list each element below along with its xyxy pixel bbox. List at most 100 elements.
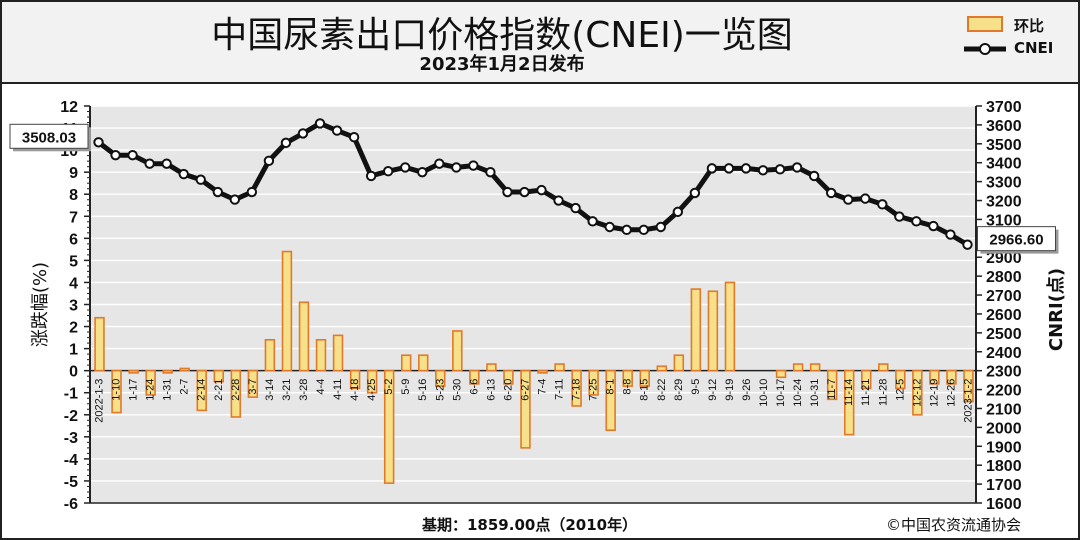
category-label: 8-29: [673, 379, 685, 401]
bar-mark: [298, 301, 310, 372]
bar-mark: [673, 354, 685, 372]
category-label: 10-31: [809, 379, 821, 407]
bar-mark: [196, 369, 207, 412]
right-tick-label: 2500: [986, 326, 1022, 343]
category-label: 9-26: [741, 379, 753, 401]
footer-base-period: 基期：1859.00点（2010年）: [422, 516, 638, 534]
cnei-point: [195, 174, 206, 185]
cnei-point: [161, 158, 172, 169]
cnei-point: [655, 221, 666, 233]
category-label: 8-15: [639, 379, 651, 401]
cnei-point: [93, 137, 104, 148]
bar-mark: [366, 369, 378, 394]
category-label: 6-20: [502, 379, 514, 401]
right-tick-label: 3500: [986, 137, 1022, 154]
category-label: 8-1: [605, 379, 617, 395]
bar-mark: [639, 369, 650, 387]
left-tick-label: -6: [64, 496, 78, 513]
left-tick-label: 4: [69, 275, 78, 292]
category-label: 2023-1-2: [962, 379, 974, 423]
left-axis-title: 涨跌幅(%): [30, 262, 51, 347]
bar-mark: [332, 334, 344, 372]
annotation-box: [9, 123, 89, 149]
legend-bar-swatch: [967, 16, 1003, 32]
bar-mark: [809, 363, 821, 372]
left-tick-label: -2: [64, 408, 78, 425]
bar-mark: [605, 369, 616, 432]
chart-subtitle: 2023年1月2日发布: [419, 54, 585, 75]
category-label: 11-28: [877, 379, 889, 406]
bar-mark: [843, 369, 855, 436]
bar-mark: [315, 338, 327, 372]
category-label: 1-31: [162, 379, 174, 401]
cnei-point: [860, 193, 871, 204]
cnei-point: [331, 125, 343, 136]
category-label: 1-10: [111, 379, 123, 401]
bar-mark: [179, 367, 190, 372]
bar-mark: [929, 369, 940, 385]
cnei-point: [740, 163, 752, 174]
left-tick-label: -1: [64, 386, 78, 403]
cnei-point: [638, 224, 649, 236]
bar-mark: [213, 369, 225, 383]
cnei-point: [382, 166, 394, 177]
annotation-label: 2966.60: [989, 232, 1043, 249]
cnei-point: [706, 163, 718, 174]
cnei-point: [723, 163, 735, 174]
annotation-box: [976, 226, 1056, 252]
bar-mark: [690, 288, 702, 372]
cnei-point: [400, 162, 411, 173]
cnei-point: [587, 216, 598, 227]
bar-mark: [861, 369, 872, 390]
category-label: 3-14: [264, 379, 276, 401]
bar-mark: [588, 369, 599, 396]
bar-mark: [571, 369, 582, 407]
category-label: 12-12: [911, 379, 923, 407]
legend-line-swatch: [964, 43, 1006, 55]
category-label: 2-28: [230, 379, 242, 401]
right-tick-label: 1900: [986, 439, 1022, 456]
right-tick-label: 3300: [986, 175, 1022, 192]
cnei-point: [246, 186, 258, 198]
left-tick-label: 9: [69, 165, 78, 182]
cnei-point: [485, 166, 496, 178]
legend-line-label: CNEI: [1014, 39, 1054, 57]
chart-header: 中国尿素出口价格指数(CNEI)一览图 2023年1月2日发布 环比 CNEI: [2, 2, 1078, 84]
cnei-point: [144, 158, 155, 169]
category-label: 4-18: [349, 379, 361, 401]
right-tick-label: 2700: [986, 288, 1022, 305]
category-label: 4-11: [332, 379, 344, 400]
left-tick-label: 7: [69, 209, 78, 226]
category-label: 12-5: [894, 379, 906, 401]
cnei-point: [451, 162, 462, 173]
cnei-point: [212, 186, 223, 198]
cnei-point: [570, 202, 581, 214]
category-label: 7-11: [554, 379, 566, 400]
category-label: 9-5: [690, 379, 702, 395]
category-label: 6-27: [519, 379, 531, 401]
right-tick-label: 3200: [986, 194, 1022, 211]
annotation-label: 3508.03: [22, 129, 76, 146]
bar-mark: [418, 354, 429, 372]
bar-mark: [349, 369, 361, 390]
category-label: 7-4: [537, 379, 549, 395]
cnei-point: [757, 165, 769, 176]
cnei-point: [178, 168, 189, 180]
category-label: 4-4: [315, 379, 327, 395]
cnei-point: [911, 216, 922, 227]
category-label: 8-22: [656, 379, 668, 401]
category-label: 3-28: [298, 379, 310, 401]
category-label: 6-13: [485, 379, 497, 401]
bar-mark: [162, 369, 173, 374]
bar-mark: [145, 369, 156, 396]
category-label: 12-19: [928, 379, 940, 407]
category-label: 5-30: [451, 379, 463, 401]
category-label: 10-10: [758, 379, 770, 407]
category-label: 7-18: [571, 379, 583, 401]
bar-mark: [435, 369, 446, 387]
category-label: 1-24: [145, 379, 157, 401]
category-label: 5-16: [417, 379, 429, 401]
bar-mark: [895, 369, 906, 390]
category-label: 5-2: [383, 379, 395, 395]
